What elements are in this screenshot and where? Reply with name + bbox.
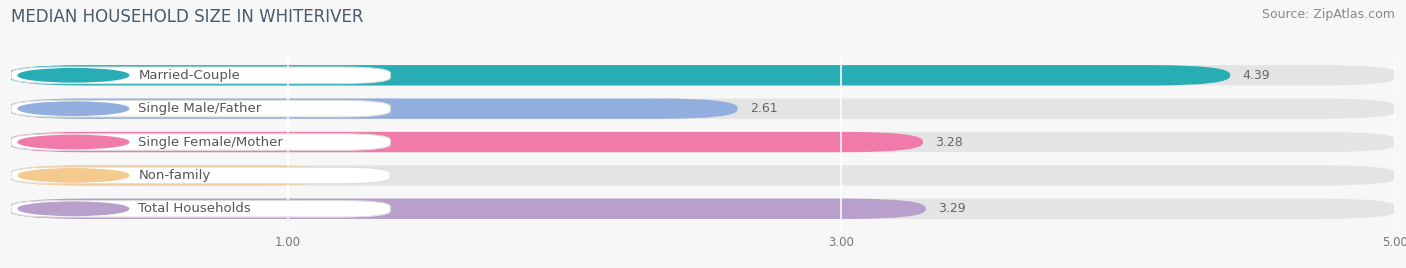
FancyBboxPatch shape <box>11 167 391 184</box>
Text: Married-Couple: Married-Couple <box>138 69 240 82</box>
FancyBboxPatch shape <box>11 200 391 217</box>
Circle shape <box>18 69 129 82</box>
FancyBboxPatch shape <box>7 65 1230 85</box>
FancyBboxPatch shape <box>7 132 922 152</box>
Text: Total Households: Total Households <box>138 202 252 215</box>
FancyBboxPatch shape <box>7 199 925 219</box>
FancyBboxPatch shape <box>11 67 391 84</box>
FancyBboxPatch shape <box>7 98 738 119</box>
Text: Single Female/Mother: Single Female/Mother <box>138 136 283 148</box>
Text: Single Male/Father: Single Male/Father <box>138 102 262 115</box>
Text: 3.28: 3.28 <box>935 136 963 148</box>
Text: 2.61: 2.61 <box>749 102 778 115</box>
FancyBboxPatch shape <box>7 98 1399 119</box>
Text: MEDIAN HOUSEHOLD SIZE IN WHITERIVER: MEDIAN HOUSEHOLD SIZE IN WHITERIVER <box>11 8 364 26</box>
FancyBboxPatch shape <box>7 132 1399 152</box>
Text: 4.39: 4.39 <box>1243 69 1270 82</box>
Text: Non-family: Non-family <box>138 169 211 182</box>
Text: 1.17: 1.17 <box>352 169 380 182</box>
FancyBboxPatch shape <box>11 134 391 150</box>
FancyBboxPatch shape <box>11 100 391 117</box>
Circle shape <box>18 169 129 182</box>
Circle shape <box>18 102 129 115</box>
Circle shape <box>18 202 129 215</box>
Text: Source: ZipAtlas.com: Source: ZipAtlas.com <box>1261 8 1395 21</box>
FancyBboxPatch shape <box>7 165 339 186</box>
Text: 3.29: 3.29 <box>938 202 966 215</box>
FancyBboxPatch shape <box>7 199 1399 219</box>
Circle shape <box>18 135 129 149</box>
FancyBboxPatch shape <box>7 165 1399 186</box>
FancyBboxPatch shape <box>7 65 1399 85</box>
